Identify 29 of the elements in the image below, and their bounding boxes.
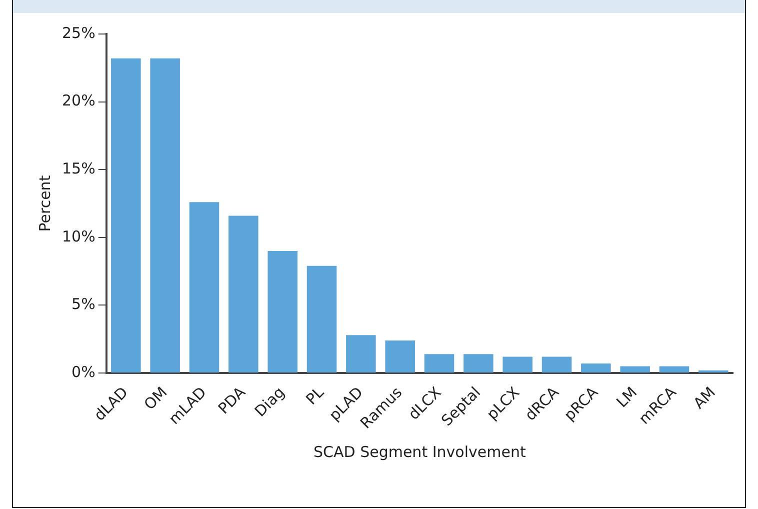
- bar: [424, 354, 454, 373]
- bar: [189, 202, 220, 373]
- bar: [620, 366, 650, 373]
- y-tick-label: 5%: [72, 295, 96, 314]
- bar: [659, 366, 690, 373]
- bar: [111, 58, 141, 373]
- x-tick-label: OM: [140, 383, 171, 414]
- y-tick-label: 20%: [62, 92, 96, 110]
- bar: [306, 266, 337, 373]
- y-axis-title: Percent: [36, 175, 54, 232]
- y-tick-label: 0%: [72, 362, 96, 381]
- y-tick-label: 25%: [62, 24, 96, 42]
- x-tick-label: AM: [690, 383, 719, 412]
- bar: [542, 356, 572, 373]
- bar: [464, 354, 494, 373]
- bar: [228, 216, 258, 373]
- bar: [385, 340, 415, 373]
- bar: [698, 370, 728, 373]
- bar: [502, 356, 532, 373]
- bar: [581, 364, 611, 373]
- bar: [346, 335, 376, 373]
- x-axis-title: SCAD Segment Involvement: [314, 442, 526, 461]
- bar: [268, 250, 298, 373]
- x-tick-label: PL: [302, 382, 328, 408]
- bar: [150, 58, 180, 373]
- x-tick-label: PDA: [214, 382, 250, 418]
- y-tick-label: 10%: [62, 227, 96, 246]
- x-tick-label: LM: [612, 383, 641, 412]
- y-tick-label: 15%: [62, 160, 96, 178]
